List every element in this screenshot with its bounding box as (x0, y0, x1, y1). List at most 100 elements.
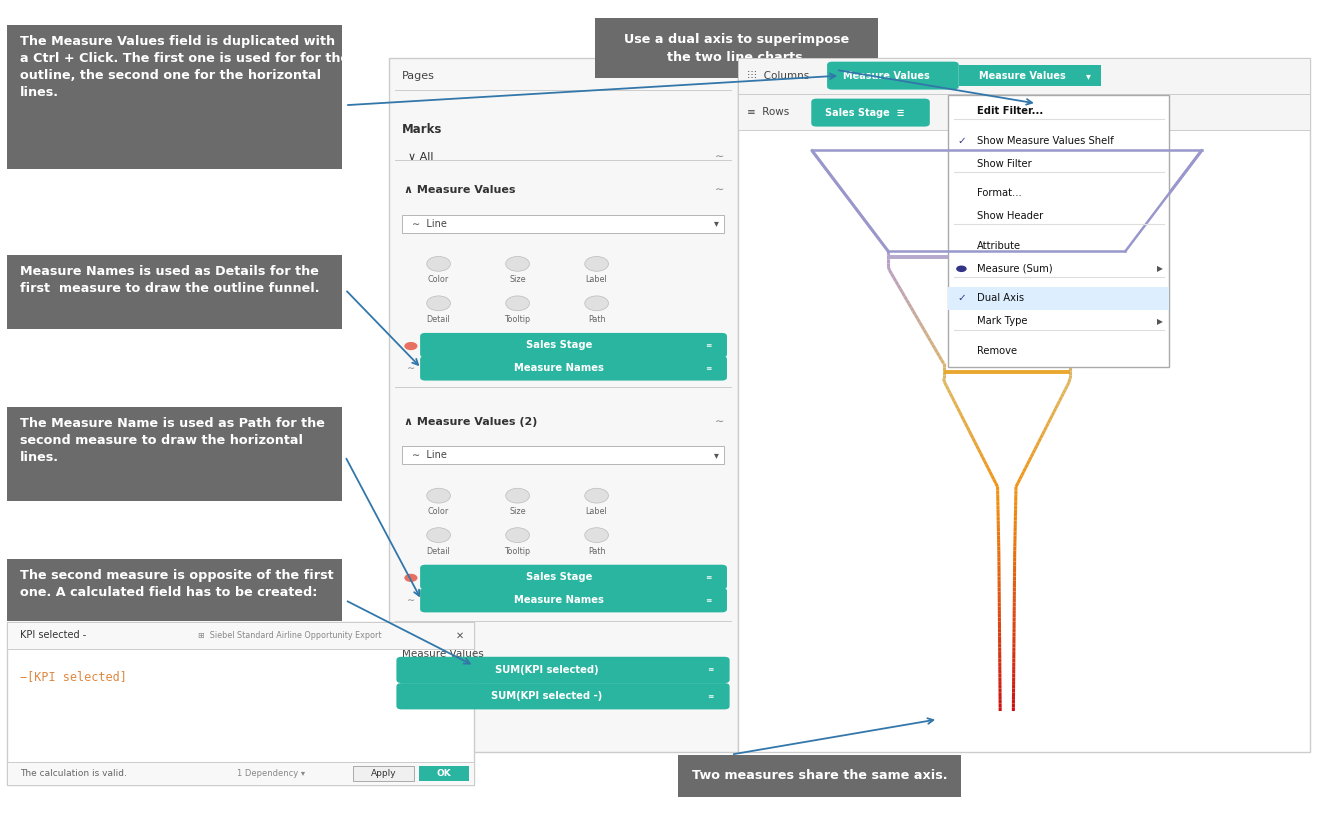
Text: Tooltip: Tooltip (504, 315, 531, 324)
FancyBboxPatch shape (7, 622, 474, 649)
FancyBboxPatch shape (948, 287, 1169, 310)
FancyBboxPatch shape (420, 356, 727, 381)
FancyBboxPatch shape (396, 683, 730, 709)
Text: ≡: ≡ (705, 341, 711, 349)
FancyBboxPatch shape (738, 94, 1310, 130)
Text: Label: Label (586, 507, 607, 516)
FancyBboxPatch shape (420, 333, 727, 358)
Circle shape (427, 528, 450, 543)
Text: Mark Type: Mark Type (977, 316, 1027, 326)
Text: The second measure is opposite of the first
one. A calculated field has to be cr: The second measure is opposite of the fi… (20, 569, 333, 598)
Circle shape (404, 574, 417, 582)
Text: Detail: Detail (427, 547, 450, 556)
Text: OK: OK (436, 769, 452, 778)
Circle shape (506, 488, 529, 503)
Text: Measure Names is used as Details for the
first  measure to draw the outline funn: Measure Names is used as Details for the… (20, 265, 319, 294)
Text: ≡: ≡ (705, 596, 711, 604)
FancyBboxPatch shape (738, 58, 1310, 752)
Text: Color: Color (428, 507, 449, 516)
Text: ∧ Measure Values (2): ∧ Measure Values (2) (404, 417, 537, 427)
Text: −[KPI selected]: −[KPI selected] (20, 670, 126, 683)
FancyBboxPatch shape (396, 657, 730, 683)
Text: Size: Size (510, 507, 525, 516)
FancyBboxPatch shape (827, 62, 959, 90)
Circle shape (427, 488, 450, 503)
Circle shape (585, 296, 608, 311)
Text: ▾: ▾ (1085, 71, 1090, 81)
Text: Path: Path (587, 547, 606, 556)
FancyBboxPatch shape (595, 18, 878, 78)
Text: Show Filter: Show Filter (977, 159, 1033, 169)
Text: Size: Size (510, 275, 525, 284)
Text: Attribute: Attribute (977, 241, 1022, 251)
Text: Remove: Remove (977, 346, 1017, 356)
Text: Detail: Detail (427, 315, 450, 324)
FancyBboxPatch shape (353, 766, 414, 781)
FancyBboxPatch shape (402, 446, 724, 464)
Text: KPI selected -: KPI selected - (20, 630, 86, 640)
Text: ∼: ∼ (715, 417, 724, 427)
Text: 1 Dependency ▾: 1 Dependency ▾ (237, 769, 306, 778)
Text: Dual Axis: Dual Axis (977, 293, 1025, 303)
Text: Format...: Format... (977, 188, 1022, 198)
Text: Show Measure Values Shelf: Show Measure Values Shelf (977, 136, 1114, 145)
Text: The Measure Name is used as Path for the
second measure to draw the horizontal
l: The Measure Name is used as Path for the… (20, 417, 324, 464)
Circle shape (506, 296, 529, 311)
Text: Use a dual axis to superimpose
the two line charts.: Use a dual axis to superimpose the two l… (624, 33, 849, 63)
Text: ∼: ∼ (407, 363, 415, 373)
FancyBboxPatch shape (7, 622, 474, 785)
Text: ∼: ∼ (407, 595, 415, 605)
Circle shape (427, 256, 450, 271)
FancyBboxPatch shape (738, 58, 1310, 94)
Circle shape (427, 296, 450, 311)
FancyBboxPatch shape (7, 25, 342, 169)
Text: Measure Values: Measure Values (843, 71, 930, 81)
FancyBboxPatch shape (811, 99, 930, 127)
Text: Measure (Sum): Measure (Sum) (977, 264, 1052, 274)
Circle shape (956, 266, 967, 272)
Text: Measure Values: Measure Values (402, 649, 483, 658)
FancyBboxPatch shape (419, 766, 469, 781)
Text: Two measures share the same axis.: Two measures share the same axis. (691, 769, 948, 783)
Circle shape (585, 528, 608, 543)
Text: ≡: ≡ (707, 692, 714, 700)
Text: Measure Names: Measure Names (514, 595, 603, 605)
Text: Sales Stage: Sales Stage (525, 572, 591, 582)
Text: ≡  Rows: ≡ Rows (747, 107, 789, 117)
Circle shape (585, 488, 608, 503)
Text: Edit Filter...: Edit Filter... (977, 106, 1043, 116)
Text: ∧ Measure Values: ∧ Measure Values (404, 185, 516, 195)
Text: SUM(KPI selected): SUM(KPI selected) (495, 665, 599, 675)
FancyBboxPatch shape (402, 215, 724, 233)
Text: ✓: ✓ (957, 293, 967, 303)
Text: ⁝⁝⁝  Columns: ⁝⁝⁝ Columns (747, 71, 809, 81)
Text: ▶: ▶ (1158, 265, 1163, 273)
Text: Tooltip: Tooltip (504, 547, 531, 556)
Text: Measure Names: Measure Names (514, 363, 603, 373)
Text: ▶: ▶ (1158, 317, 1163, 326)
Text: ≡: ≡ (705, 364, 711, 372)
Text: ⊞  Siebel Standard Airline Opportunity Export: ⊞ Siebel Standard Airline Opportunity Ex… (198, 631, 381, 640)
Text: Label: Label (586, 275, 607, 284)
FancyBboxPatch shape (678, 755, 961, 797)
Text: ∼: ∼ (715, 152, 724, 162)
Circle shape (506, 256, 529, 271)
Text: Show Header: Show Header (977, 211, 1043, 221)
Text: SUM(KPI selected -): SUM(KPI selected -) (491, 691, 602, 701)
Text: ▾: ▾ (714, 219, 719, 229)
Text: The calculation is valid.: The calculation is valid. (20, 769, 126, 778)
FancyBboxPatch shape (948, 95, 1169, 367)
Text: Marks: Marks (402, 123, 443, 136)
FancyBboxPatch shape (959, 65, 1101, 86)
Text: The Measure Values field is duplicated with
a Ctrl + Click. The first one is use: The Measure Values field is duplicated w… (20, 35, 349, 99)
Text: Measure Values: Measure Values (979, 71, 1065, 81)
Circle shape (585, 256, 608, 271)
Text: ✓: ✓ (957, 136, 967, 145)
Text: Color: Color (428, 275, 449, 284)
FancyBboxPatch shape (7, 762, 474, 785)
Circle shape (404, 342, 417, 350)
Text: Pages: Pages (402, 71, 435, 81)
Circle shape (506, 528, 529, 543)
Text: ≡: ≡ (705, 573, 711, 581)
Text: Apply: Apply (370, 769, 396, 778)
